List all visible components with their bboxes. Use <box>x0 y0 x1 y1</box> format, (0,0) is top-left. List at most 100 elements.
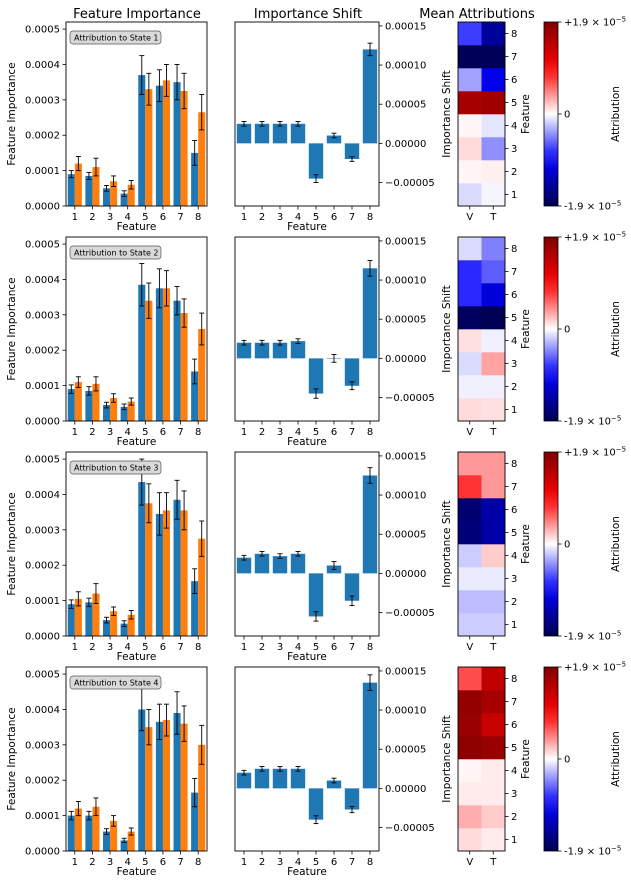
colorbar-2: +1.9 × 10−5 0 -1.9 × 10−5 Attribution <box>543 231 626 428</box>
feature-importance-row-3-ytick-label: 0.0005 <box>25 455 60 466</box>
importance-shift-row-3-bar <box>344 573 360 601</box>
feature-importance-row-2-bar <box>85 390 93 421</box>
mean-attributions-row-2-cell <box>458 398 482 422</box>
colorbar-3-label: Attribution <box>610 516 622 572</box>
feature-importance-row-2-xtick-label: 7 <box>177 427 183 438</box>
feature-importance-row-2-bar <box>110 398 118 421</box>
feature-importance-row-3-xtick-label: 8 <box>195 642 201 653</box>
feature-importance-row-3-bar <box>155 513 163 636</box>
importance-shift-row-2-bar <box>308 358 324 394</box>
feature-importance-row-2-bar <box>145 300 153 421</box>
feature-importance-row-4-bar <box>127 831 135 851</box>
colorbar-4: +1.9 × 10−5 0 -1.9 × 10−5 Attribution <box>543 661 626 858</box>
feature-importance-row-1-bar <box>110 181 118 206</box>
mean-attributions-row-4-cell <box>481 667 506 691</box>
importance-shift-row-1-bar <box>344 143 360 160</box>
feature-importance-row-3-xtick-label: 7 <box>177 642 183 653</box>
feature-importance-row-4-ytick-label: 0.0002 <box>25 776 60 787</box>
mean-attributions-row-1-ytick-label: 6 <box>511 75 517 86</box>
importance-shift-row-4-bar <box>326 780 342 789</box>
mean-attributions-row-4-ytick-label: 2 <box>511 812 517 823</box>
feature-importance-row-3-bar <box>198 538 206 636</box>
importance-shift-row-4-ytick-label: 0.00005 <box>385 745 426 756</box>
importance-shift-row-1-bar <box>272 123 288 144</box>
importance-shift-row-3-xtick-label: 2 <box>259 642 265 653</box>
mean-attributions-row-2-ytick-label: 5 <box>511 313 517 324</box>
importance-shift-row-2-ytick-label: 0.00015 <box>385 236 426 247</box>
feature-importance-row-1-bar <box>127 184 135 206</box>
feature-importance-row-3-bar <box>74 598 82 636</box>
mean-attributions-row-4-ytick-label: 5 <box>511 743 517 754</box>
mean-attributions-row-1-cell <box>481 68 506 92</box>
mean-attributions-row-1-cell <box>481 137 506 161</box>
mean-attributions-row-2-cell <box>458 283 482 307</box>
colorbar-1-tick-label: 0 <box>564 110 570 121</box>
feature-importance-row-4-bar <box>120 840 128 851</box>
mean-attributions-row-3-cell <box>481 544 506 568</box>
mean-attributions-row-1-ylabel: Feature <box>520 94 532 134</box>
feature-importance-row-3-bar <box>92 593 100 636</box>
feature-importance-row-2-bar <box>127 401 135 421</box>
mean-attributions-row-4-cell <box>458 713 482 737</box>
mean-attributions-row-1-cell <box>458 114 482 138</box>
feature-importance-row-2-xtick-label: 4 <box>125 427 131 438</box>
mean-attributions-row-3-cell <box>481 590 506 614</box>
feature-importance-row-3-ytick-label: 0.0003 <box>25 525 60 536</box>
feature-importance-row-1-xtick-label: 3 <box>107 212 113 223</box>
feature-importance-row-1-ylabel: Feature Importance <box>6 62 18 165</box>
importance-shift-row-4-ytick-label: 0.00010 <box>385 706 426 717</box>
feature-importance-row-2-ytick-label: 0.0002 <box>25 346 60 357</box>
feature-importance-row-1-ytick-label: 0.0004 <box>25 60 60 71</box>
feature-importance-row-1-bar <box>180 91 188 206</box>
importance-shift-row-1-bar <box>362 49 378 144</box>
mean-attributions-row-3-ylabel: Feature <box>520 524 532 564</box>
feature-importance-row-3-ytick-label: 0.0001 <box>25 596 60 607</box>
feature-importance-row-4-xtick-label: 2 <box>89 857 95 868</box>
mean-attributions-row-4-xtick-label: T <box>489 857 497 868</box>
mean-attributions-row-3: 1 2 3 4 5 6 7 8 V T Importance Shift Feature <box>441 451 532 653</box>
mean-attributions-row-4-cell <box>458 782 482 806</box>
feature-importance-row-4-xtick-label: 7 <box>177 857 183 868</box>
feature-importance-row-3-xtick-label: 3 <box>107 642 113 653</box>
mean-attributions-row-1-cell <box>481 160 506 184</box>
feature-importance-row-1-bar <box>173 82 181 206</box>
feature-importance-row-2-bar <box>173 300 181 421</box>
importance-shift-row-4-bar <box>272 768 288 789</box>
importance-shift-row-1-frame <box>234 21 380 207</box>
mean-attributions-row-1: 1 2 3 4 5 6 7 8 V T Importance Shift Feature <box>441 21 532 223</box>
feature-importance-row-2-xtick-label: 1 <box>72 427 78 438</box>
mean-attributions-row-4-cell <box>481 759 506 783</box>
importance-shift-row-4-xtick-label: 5 <box>313 857 319 868</box>
feature-importance-row-3-frame <box>65 451 208 637</box>
feature-importance-row-2-bar <box>198 329 206 421</box>
mean-attributions-row-4-ytick-label: 4 <box>511 766 517 777</box>
feature-importance-row-4-bar <box>85 815 93 851</box>
importance-shift-row-3-bar <box>362 475 378 574</box>
feature-importance-row-4-annotation: Attribution to State 4 <box>74 679 159 688</box>
importance-shift-row-2-xlabel: Feature <box>287 436 327 448</box>
mean-attributions-row-2-cell <box>458 329 482 353</box>
importance-shift-row-2-xtick-label: 8 <box>367 427 373 438</box>
importance-shift-row-4-xtick-label: 1 <box>241 857 247 868</box>
mean-attributions-row-2-cell <box>481 237 506 261</box>
feature-importance-row-1-ytick-label: 0.0005 <box>25 25 60 36</box>
mean-attributions-row-2-cell <box>458 375 482 399</box>
feature-importance-row-2-bar <box>138 284 146 421</box>
feature-importance-row-2-bar <box>92 383 100 421</box>
mean-attributions-row-3-ytick-label: 7 <box>511 482 517 493</box>
mean-attributions-row-3-ytick-label: 6 <box>511 505 517 516</box>
importance-shift-row-3-xtick-label: 4 <box>295 642 301 653</box>
feature-importance-row-4-bar <box>191 792 199 851</box>
column-title-importance-shift: Importance Shift <box>254 7 362 22</box>
colorbar-2-tick-label: 0 <box>564 325 570 336</box>
feature-importance-row-3-bar <box>162 510 170 636</box>
colorbar-1: +1.9 × 10−5 0 -1.9 × 10−5 Attribution <box>543 16 626 213</box>
importance-shift-row-4-bar <box>236 772 252 789</box>
feature-importance-row-3-bar <box>110 611 118 636</box>
mean-attributions-row-1-cell <box>458 137 482 161</box>
importance-shift-row-3-xtick-label: 5 <box>313 642 319 653</box>
mean-attributions-row-3-xtick-label: V <box>466 642 473 653</box>
importance-shift-row-3-ytick-label: 0.00005 <box>385 530 426 541</box>
mean-attributions-row-1-cell <box>481 114 506 138</box>
